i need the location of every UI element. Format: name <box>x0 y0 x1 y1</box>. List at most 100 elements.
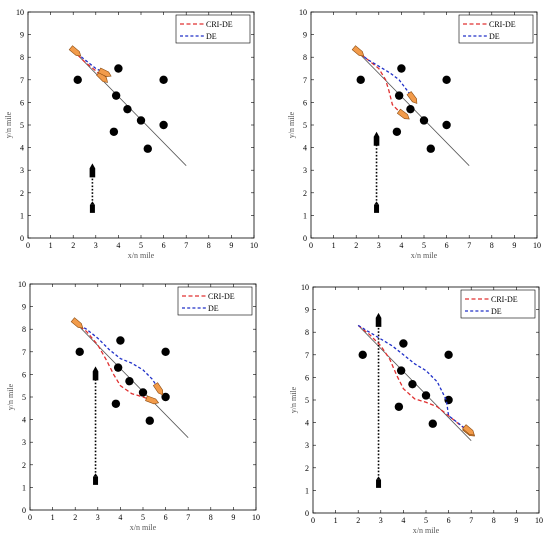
obstacle-point <box>444 396 452 404</box>
obstacle-point <box>408 380 416 388</box>
target-ship-start <box>374 205 379 213</box>
y-tick-label: 3 <box>20 166 24 175</box>
y-tick-label: 2 <box>20 189 24 198</box>
y-tick-label: 4 <box>303 144 307 153</box>
obstacle-point <box>125 377 133 385</box>
y-tick-label: 10 <box>16 8 24 17</box>
obstacle-point <box>422 391 430 399</box>
obstacle-point <box>76 348 84 356</box>
y-tick-label: 10 <box>301 283 309 292</box>
own-ship-start-marker <box>69 46 82 58</box>
x-tick-label: 5 <box>424 516 428 525</box>
target-ship-start-bow <box>374 201 379 205</box>
legend-label-de: DE <box>491 307 502 316</box>
x-tick-label: 2 <box>73 513 77 522</box>
obstacle-point <box>406 105 414 113</box>
obstacle-point <box>395 91 403 99</box>
x-tick-label: 10 <box>535 516 543 525</box>
x-tick-label: 6 <box>447 516 451 525</box>
obstacle-point <box>146 417 154 425</box>
x-tick-label: 9 <box>514 516 518 525</box>
x-tick-label: 2 <box>356 516 360 525</box>
obstacle-point <box>397 64 405 72</box>
x-tick-label: 7 <box>467 241 471 250</box>
y-tick-label: 4 <box>22 416 26 425</box>
y-tick-label: 9 <box>305 306 309 315</box>
target-ship-start-bow <box>376 476 381 480</box>
y-tick-label: 1 <box>305 486 309 495</box>
y-tick-label: 7 <box>305 351 309 360</box>
y-tick-label: 6 <box>22 370 26 379</box>
series-line-de <box>356 50 413 98</box>
x-axis-label: x/n mile <box>411 251 438 260</box>
y-tick-label: 2 <box>303 189 307 198</box>
y-tick-label: 0 <box>303 234 307 243</box>
x-tick-label: 6 <box>162 241 166 250</box>
y-tick-label: 5 <box>303 121 307 130</box>
chart-panel-4: 012345678910012345678910x/n miley/n mile… <box>289 283 543 535</box>
y-axis-label: y/n mile <box>6 383 15 410</box>
obstacle-point <box>139 388 147 396</box>
y-axis-label: y/n mile <box>289 386 298 413</box>
own-ship-start-marker <box>71 318 84 330</box>
own-ship-start-marker <box>352 46 365 58</box>
legend-label-de: DE <box>489 32 500 41</box>
x-tick-label: 0 <box>309 241 313 250</box>
target-ship-start <box>93 477 98 485</box>
y-tick-label: 8 <box>305 328 309 337</box>
obstacle-point <box>110 128 118 136</box>
x-tick-label: 6 <box>445 241 449 250</box>
own-ship-marker <box>146 396 160 405</box>
obstacle-point <box>429 420 437 428</box>
legend-label-cri-de: CRI-DE <box>208 292 235 301</box>
obstacle-point <box>137 116 145 124</box>
y-axis-label: y/n mile <box>4 111 13 138</box>
y-tick-label: 4 <box>305 419 309 428</box>
y-tick-label: 6 <box>305 373 309 382</box>
y-tick-label: 0 <box>22 506 26 515</box>
obstacle-point <box>442 76 450 84</box>
y-tick-label: 7 <box>303 76 307 85</box>
obstacle-point <box>397 366 405 374</box>
obstacle-point <box>159 76 167 84</box>
obstacle-point <box>114 64 122 72</box>
legend-label-de: DE <box>206 32 217 41</box>
x-tick-label: 0 <box>26 241 30 250</box>
chart-panel-1: 012345678910012345678910x/n miley/n mile… <box>4 8 258 260</box>
y-tick-label: 5 <box>22 393 26 402</box>
x-tick-label: 2 <box>71 241 75 250</box>
y-tick-label: 10 <box>18 280 26 289</box>
x-tick-label: 9 <box>512 241 516 250</box>
x-tick-label: 10 <box>533 241 541 250</box>
x-axis-label: x/n mile <box>128 251 155 260</box>
obstacle-point <box>420 116 428 124</box>
target-ship-marker <box>374 132 380 146</box>
target-ship-marker <box>376 313 382 327</box>
obstacle-point <box>359 351 367 359</box>
x-tick-label: 4 <box>118 513 122 522</box>
x-tick-label: 10 <box>250 241 258 250</box>
y-tick-label: 6 <box>303 98 307 107</box>
y-tick-label: 5 <box>305 396 309 405</box>
x-axis-label: x/n mile <box>413 526 440 535</box>
x-tick-label: 6 <box>164 513 168 522</box>
obstacle-point <box>159 121 167 129</box>
y-tick-label: 8 <box>20 53 24 62</box>
obstacle-point <box>393 128 401 136</box>
y-tick-label: 3 <box>303 166 307 175</box>
x-tick-label: 8 <box>207 241 211 250</box>
obstacle-point <box>395 403 403 411</box>
obstacle-point <box>442 121 450 129</box>
x-tick-label: 7 <box>186 513 190 522</box>
x-tick-label: 9 <box>229 241 233 250</box>
y-axis-label: y/n mile <box>287 111 296 138</box>
obstacle-point <box>399 339 407 347</box>
legend-label-cri-de: CRI-DE <box>489 20 516 29</box>
x-tick-label: 0 <box>311 516 315 525</box>
own-ship-marker <box>407 92 419 106</box>
x-tick-label: 1 <box>51 513 55 522</box>
y-tick-label: 8 <box>22 325 26 334</box>
y-tick-label: 2 <box>22 461 26 470</box>
x-tick-label: 9 <box>231 513 235 522</box>
x-tick-label: 5 <box>139 241 143 250</box>
